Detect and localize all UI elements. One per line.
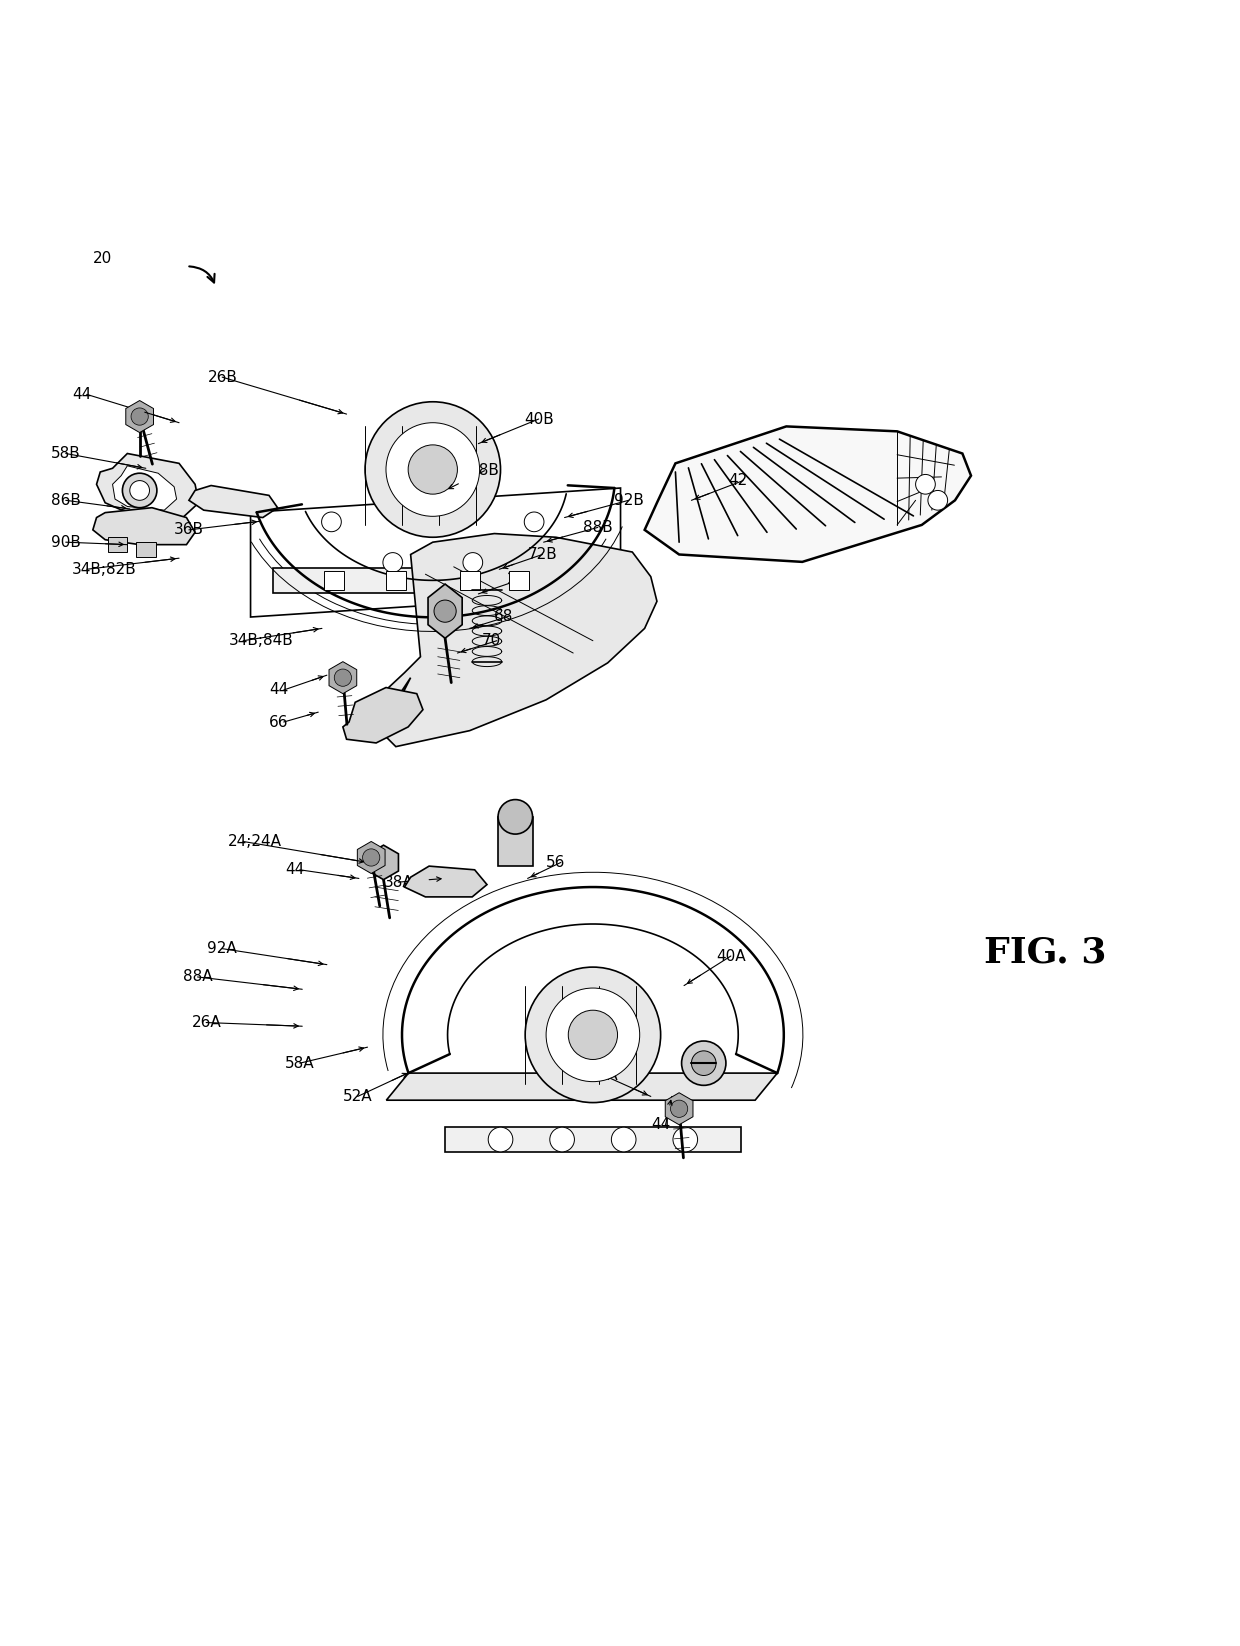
Text: 22: 22 [507,571,526,586]
Circle shape [386,423,480,517]
Text: 58B: 58B [51,446,81,461]
Text: 56: 56 [546,854,565,871]
Circle shape [434,601,456,622]
Polygon shape [108,537,128,551]
Circle shape [130,481,150,500]
Text: 40B: 40B [525,412,554,426]
Polygon shape [125,400,154,433]
Circle shape [408,444,458,494]
Polygon shape [343,688,423,742]
Polygon shape [498,816,532,866]
Polygon shape [250,487,620,617]
Text: 36B: 36B [174,522,205,537]
Text: 24;24A: 24;24A [228,835,283,849]
Text: 40A: 40A [715,948,745,963]
Polygon shape [329,662,357,693]
Circle shape [611,1128,636,1152]
Circle shape [549,1128,574,1152]
Circle shape [498,800,532,835]
Circle shape [383,553,403,573]
Circle shape [526,968,661,1103]
Text: 44: 44 [269,683,288,698]
Bar [325,571,345,591]
Text: FIG. 3: FIG. 3 [983,935,1106,969]
Text: 26A: 26A [191,1016,221,1030]
Circle shape [362,849,379,866]
Polygon shape [645,426,971,561]
Circle shape [546,988,640,1081]
Text: 44: 44 [72,387,92,402]
Text: 58A: 58A [589,1068,619,1083]
Text: 72B: 72B [528,546,557,561]
Polygon shape [113,466,176,510]
Circle shape [682,1040,725,1085]
Circle shape [928,491,947,510]
Circle shape [131,408,149,425]
Circle shape [463,553,482,573]
Circle shape [123,472,157,507]
Polygon shape [128,407,153,428]
Circle shape [365,402,501,537]
Circle shape [915,474,935,494]
Bar [386,571,405,591]
Text: 38B: 38B [470,463,500,479]
Circle shape [489,1128,513,1152]
Text: 44: 44 [651,1118,670,1132]
Bar [510,571,528,591]
Circle shape [321,512,341,532]
Polygon shape [188,486,278,517]
Text: 68: 68 [495,609,513,624]
Text: 44: 44 [285,863,304,877]
Text: 38A: 38A [383,874,413,889]
Polygon shape [361,533,657,747]
Polygon shape [428,584,463,639]
Text: 70: 70 [482,634,501,649]
Text: 42: 42 [728,472,748,489]
Circle shape [671,1100,688,1118]
Text: 86B: 86B [51,492,81,509]
Circle shape [692,1050,715,1075]
Polygon shape [368,844,398,879]
Circle shape [525,512,544,532]
Text: 92A: 92A [207,942,237,956]
Bar [460,571,480,591]
Polygon shape [273,568,556,593]
Circle shape [568,1011,618,1060]
Text: 20: 20 [93,252,112,267]
Text: 66: 66 [269,714,289,729]
Text: 88B: 88B [583,520,613,535]
Polygon shape [387,1073,777,1100]
Text: 52A: 52A [343,1090,372,1104]
Text: 90B: 90B [51,535,81,550]
Polygon shape [136,542,156,556]
Circle shape [335,668,351,686]
Polygon shape [445,1128,740,1152]
Polygon shape [357,841,386,874]
Polygon shape [665,1093,693,1124]
Text: 26B: 26B [207,370,237,385]
Polygon shape [404,866,487,897]
Text: 58A: 58A [285,1055,315,1070]
Circle shape [673,1128,698,1152]
Polygon shape [97,454,198,517]
Text: 92B: 92B [614,492,644,509]
Polygon shape [93,507,195,545]
Circle shape [131,408,149,425]
Text: 88A: 88A [182,969,212,984]
Text: 34B;82B: 34B;82B [72,561,136,576]
Text: 34B;84B: 34B;84B [228,634,293,649]
